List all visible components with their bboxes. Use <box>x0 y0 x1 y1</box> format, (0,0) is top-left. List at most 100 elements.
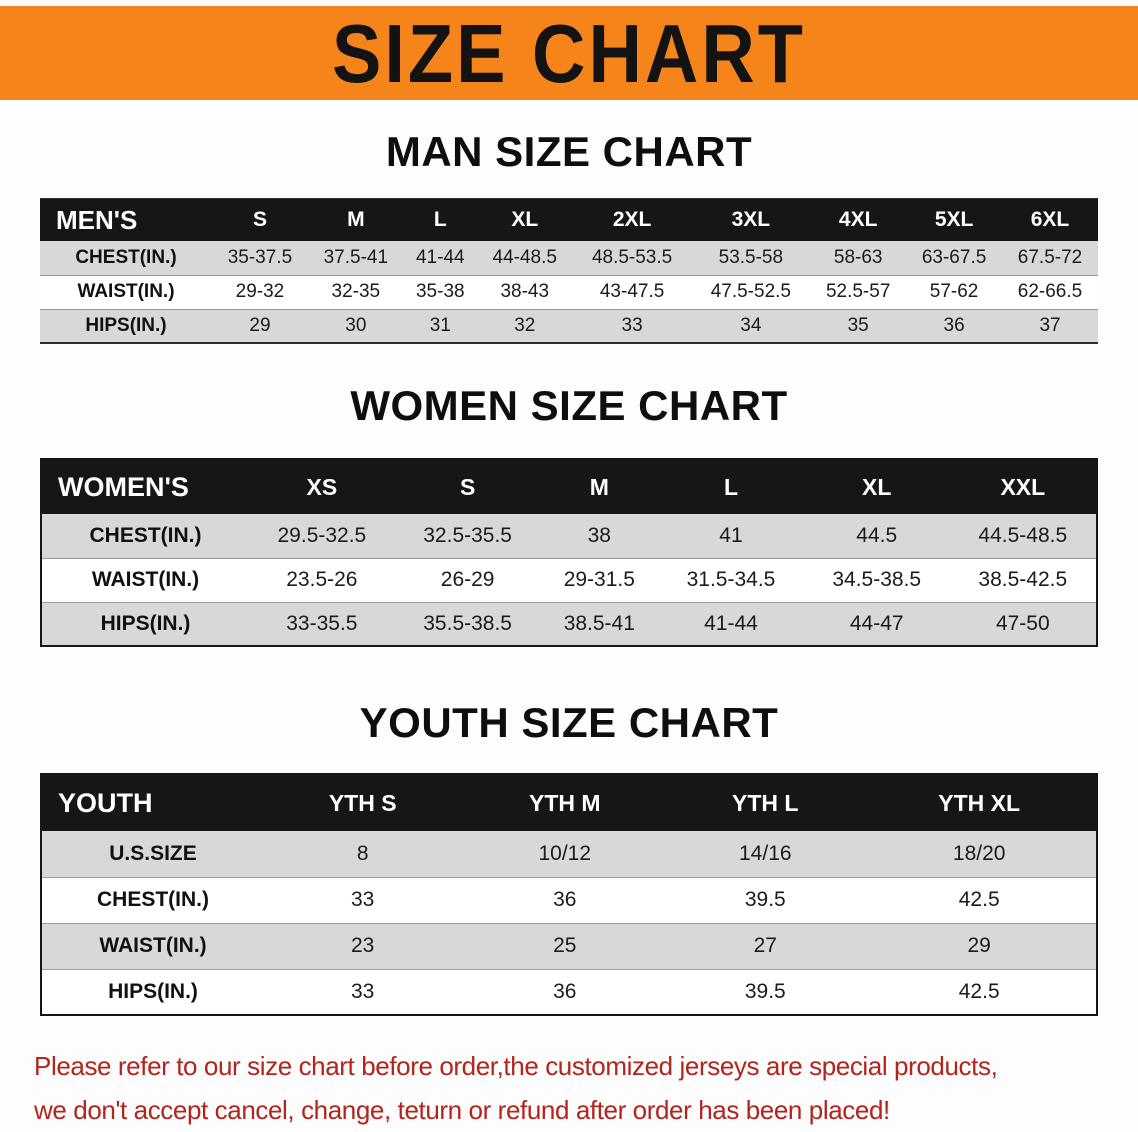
value-cell: 29.5-32.5 <box>277 523 367 547</box>
value-cell: 36 <box>553 979 577 1003</box>
size-header-cell: 4XL <box>810 198 907 241</box>
row-label-cell: WAIST(IN.) <box>99 934 207 957</box>
value-cell: 23.5-26 <box>286 568 358 591</box>
value-cell: 67.5-72 <box>1017 246 1083 268</box>
youth-size-table: YOUTH YTH S YTH M YTH L YTH XL U.S.SIZE 8 10/12… <box>40 773 1098 1016</box>
size-header-cell: 3XL <box>691 198 811 241</box>
value-cell: 35-38 <box>415 281 465 302</box>
row-label-cell: HIPS(IN.) <box>108 979 198 1003</box>
value-cell: 48.5-53.5 <box>591 246 673 268</box>
value-cell: 35.5-38.5 <box>423 611 512 635</box>
value-cell: 33 <box>621 314 643 336</box>
value-cell: 39.5 <box>744 888 786 911</box>
row-label-cell: U.S.SIZE <box>109 841 197 865</box>
size-chart-banner: SIZE CHART <box>0 6 1138 100</box>
size-header-cell: L <box>403 198 477 241</box>
value-cell: 14/16 <box>739 841 792 865</box>
value-cell: 57-62 <box>929 281 979 302</box>
value-cell: 29 <box>249 314 271 336</box>
value-cell: 38.5-42.5 <box>978 568 1068 591</box>
table-row: CHEST(IN.) 33 36 39.5 42.5 <box>41 877 1097 923</box>
table-title-cell: WOMEN'S <box>41 459 249 514</box>
value-cell: 23 <box>351 934 375 957</box>
value-cell: 58-63 <box>833 246 883 268</box>
row-label-cell: WAIST(IN.) <box>91 568 200 591</box>
size-header-cell: YTH S <box>264 774 462 831</box>
value-cell: 33 <box>351 979 375 1003</box>
table-row: CHEST(IN.) 35-37.5 37.5-41 41-44 44-48.5 48.5… <box>40 241 1098 275</box>
table-header-row: YOUTH YTH S YTH M YTH L YTH XL <box>41 774 1097 831</box>
value-cell: 44-48.5 <box>492 246 557 268</box>
value-cell: 36 <box>553 888 577 911</box>
value-cell: 27 <box>753 934 777 957</box>
table-header-row: MEN'S S M L XL 2XL 3XL 4XL 5XL 6XL <box>40 198 1098 241</box>
table-title-cell: YOUTH <box>41 774 264 831</box>
page-title: SIZE CHART <box>332 6 806 100</box>
value-cell: 42.5 <box>958 979 1000 1003</box>
size-header-cell: YTH M <box>461 774 669 831</box>
size-header-cell: M <box>307 198 404 241</box>
table-row: HIPS(IN.) 33-35.5 35.5-38.5 38.5-41 41-44 44-… <box>41 602 1097 646</box>
value-cell: 52.5-57 <box>825 281 891 302</box>
men-size-table: MEN'S S M L XL 2XL 3XL 4XL 5XL 6XL CHEST(IN.) 35-37… <box>40 198 1098 344</box>
value-cell: 63-67.5 <box>921 246 987 268</box>
size-header-cell: XL <box>803 459 950 514</box>
youth-size-chart-section: YOUTH SIZE CHART YOUTH YTH S YTH M YTH L YTH… <box>0 699 1138 1016</box>
value-cell: 18/20 <box>952 841 1006 865</box>
table-header-row: WOMEN'S XS S M L XL XXL <box>41 459 1097 514</box>
value-cell: 39.5 <box>744 979 786 1003</box>
value-cell: 41 <box>719 523 743 547</box>
value-cell: 44.5 <box>856 523 898 547</box>
value-cell: 34.5-38.5 <box>832 568 922 591</box>
row-label-cell: HIPS(IN.) <box>100 611 191 635</box>
table-row: HIPS(IN.) 33 36 39.5 42.5 <box>41 969 1097 1015</box>
youth-chart-heading: YOUTH SIZE CHART <box>359 699 779 746</box>
value-cell: 29-32 <box>235 281 285 302</box>
notice-line-2: we don't accept cancel, change, teturn o… <box>34 1095 890 1125</box>
value-cell: 38-43 <box>500 281 550 302</box>
value-cell: 32.5-35.5 <box>423 523 512 547</box>
women-size-chart-section: WOMEN SIZE CHART WOMEN'S XS S M L XL XXL CHEST(… <box>0 382 1138 647</box>
value-cell: 53.5-58 <box>718 246 784 268</box>
value-cell: 31.5-34.5 <box>686 568 776 591</box>
value-cell: 41-44 <box>704 611 758 635</box>
value-cell: 44-47 <box>849 611 904 635</box>
size-header-cell: XL <box>476 198 573 241</box>
value-cell: 42.5 <box>958 888 1000 911</box>
size-header-cell: S <box>212 198 308 241</box>
size-header-cell: 6XL <box>1002 198 1098 241</box>
size-header-cell: YTH L <box>668 774 863 831</box>
value-cell: 31 <box>429 314 451 336</box>
value-cell: 10/12 <box>538 841 592 865</box>
value-cell: 44.5-48.5 <box>978 523 1068 547</box>
row-label-cell: CHEST(IN.) <box>89 523 202 547</box>
value-cell: 41-44 <box>415 246 465 268</box>
table-row: U.S.SIZE 8 10/12 14/16 18/20 <box>41 831 1097 877</box>
size-header-cell: 5XL <box>906 198 1003 241</box>
women-chart-heading: WOMEN SIZE CHART <box>350 382 788 429</box>
value-cell: 34 <box>740 314 762 336</box>
size-header-cell: YTH XL <box>862 774 1097 831</box>
value-cell: 29-31.5 <box>563 568 635 591</box>
value-cell: 43-47.5 <box>599 281 665 302</box>
value-cell: 37.5-41 <box>323 246 389 268</box>
value-cell: 8 <box>356 841 369 865</box>
value-cell: 62-66.5 <box>1017 281 1083 302</box>
row-label-cell: WAIST(IN.) <box>77 281 175 302</box>
men-chart-heading: MAN SIZE CHART <box>385 128 753 175</box>
size-header-cell: XS <box>249 459 395 514</box>
value-cell: 29 <box>967 934 991 957</box>
value-cell: 35 <box>847 314 869 336</box>
table-row: WAIST(IN.) 23 25 27 29 <box>41 923 1097 969</box>
men-size-chart-section: MAN SIZE CHART MEN'S S M L XL 2XL 3XL 4XL 5XL 6XL… <box>0 128 1138 344</box>
size-header-cell: L <box>658 459 804 514</box>
size-header-cell: M <box>540 459 659 514</box>
value-cell: 47-50 <box>995 611 1050 635</box>
size-header-cell: XXL <box>949 459 1097 514</box>
value-cell: 32 <box>514 314 536 336</box>
value-cell: 47.5-52.5 <box>710 281 791 302</box>
value-cell: 33 <box>351 888 375 911</box>
table-title-cell: MEN'S <box>40 198 212 241</box>
row-label-cell: HIPS(IN.) <box>85 314 167 336</box>
